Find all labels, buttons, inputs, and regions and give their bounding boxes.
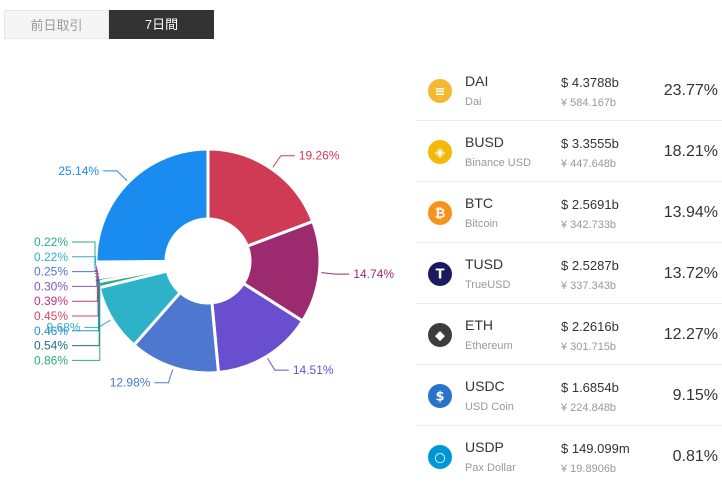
slice-label: 19.26% bbox=[299, 149, 340, 163]
slice-leader-line bbox=[72, 256, 97, 265]
coin-usd-volume: $ 3.3555b bbox=[561, 136, 619, 151]
coin-cny-volume: ¥ 224.848b bbox=[561, 402, 617, 414]
slice-leader-line bbox=[84, 319, 111, 328]
svg-text:₿: ₿ bbox=[435, 207, 446, 222]
coin-name: Binance USD bbox=[465, 157, 532, 169]
coin-name: TrueUSD bbox=[465, 279, 511, 291]
coin-row[interactable]: ◆ ETH Ethereum $ 2.2616b ¥ 301.715b 12.2… bbox=[417, 304, 722, 365]
coin-usd-volume: $ 2.2616b bbox=[561, 319, 619, 334]
coin-row[interactable]: ≡ DAI Dai $ 4.3788b ¥ 584.167b 23.77% bbox=[417, 60, 722, 121]
coin-symbol: BUSD bbox=[465, 134, 504, 150]
slice-label: 12.98% bbox=[110, 376, 151, 390]
slice-leader-line bbox=[267, 357, 289, 371]
coin-name: Pax Dollar bbox=[465, 462, 516, 474]
slice-label: 0.46% bbox=[34, 324, 68, 338]
coin-share-percent: 12.27% bbox=[663, 326, 718, 343]
dai-icon: ≡ bbox=[428, 79, 452, 103]
slice-leader-line bbox=[72, 269, 98, 302]
btc-icon: ₿ bbox=[428, 201, 452, 225]
slice-leader-line bbox=[72, 265, 97, 273]
usdc-icon: $ bbox=[428, 384, 452, 408]
coin-symbol: ETH bbox=[465, 317, 493, 333]
slice-leader-line bbox=[72, 272, 99, 317]
coin-row[interactable]: $ USDC USD Coin $ 1.6854b ¥ 224.848b 9.1… bbox=[417, 365, 722, 426]
coin-name: Ethereum bbox=[465, 340, 513, 352]
coin-name: Dai bbox=[465, 96, 482, 108]
coin-list: ≡ DAI Dai $ 4.3788b ¥ 584.167b 23.77% ◈ … bbox=[417, 60, 722, 487]
svg-text:○: ○ bbox=[434, 451, 445, 466]
donut-slice[interactable] bbox=[206, 147, 315, 249]
usdp-icon: ○ bbox=[428, 445, 452, 469]
coin-row[interactable]: ◈ BUSD Binance USD $ 3.3555b ¥ 447.648b … bbox=[417, 121, 722, 182]
eth-icon: ◆ bbox=[428, 323, 452, 347]
slice-label: 0.22% bbox=[34, 235, 68, 249]
slice-leader-line bbox=[272, 155, 295, 168]
slice-label: 0.54% bbox=[34, 339, 68, 353]
slice-leader-line bbox=[154, 369, 174, 384]
svg-text:◆: ◆ bbox=[435, 329, 445, 344]
coin-usd-volume: $ 2.5691b bbox=[561, 197, 619, 212]
svg-text:$: $ bbox=[435, 390, 444, 405]
coin-row[interactable]: T TUSD TrueUSD $ 2.5287b ¥ 337.343b 13.7… bbox=[417, 243, 722, 304]
coin-row[interactable]: ○ USDP Pax Dollar $ 149.099m ¥ 19.8906b … bbox=[417, 426, 722, 487]
coin-symbol: TUSD bbox=[465, 256, 504, 272]
slice-leader-line bbox=[72, 276, 100, 332]
coin-cny-volume: ¥ 301.715b bbox=[561, 341, 617, 353]
coin-cny-volume: ¥ 447.648b bbox=[561, 158, 617, 170]
coin-cny-volume: ¥ 337.343b bbox=[561, 280, 617, 292]
coin-row[interactable]: ₿ BTC Bitcoin $ 2.5691b ¥ 342.733b 13.94… bbox=[417, 182, 722, 243]
svg-text:◈: ◈ bbox=[435, 146, 445, 161]
donut-chart: 19.26%14.74%14.51%12.98%9.68%25.14%0.22%… bbox=[34, 147, 394, 390]
slice-label: 0.45% bbox=[34, 309, 68, 323]
coin-share-percent: 13.94% bbox=[663, 204, 718, 221]
busd-icon: ◈ bbox=[428, 140, 452, 164]
slice-label: 14.51% bbox=[293, 363, 334, 377]
coin-cny-volume: ¥ 19.8906b bbox=[561, 463, 617, 475]
coin-symbol: DAI bbox=[465, 73, 489, 89]
slice-leader-line bbox=[72, 267, 98, 287]
donut-slice[interactable] bbox=[94, 147, 210, 264]
slice-leader-line bbox=[72, 241, 96, 264]
coin-symbol: USDC bbox=[465, 378, 505, 394]
coin-name: Bitcoin bbox=[465, 218, 499, 230]
coin-share-percent: 9.15% bbox=[672, 387, 718, 404]
coin-usd-volume: $ 149.099m bbox=[561, 441, 630, 456]
slice-leader-line bbox=[103, 170, 128, 182]
tab-previous-day[interactable]: 前日取引 bbox=[4, 10, 109, 39]
coin-symbol: USDP bbox=[465, 439, 504, 455]
coin-share-percent: 13.72% bbox=[663, 265, 718, 282]
slice-label: 0.86% bbox=[34, 353, 68, 367]
svg-text:≡: ≡ bbox=[435, 85, 446, 100]
slice-label: 25.14% bbox=[58, 164, 99, 178]
coin-share-percent: 0.81% bbox=[672, 448, 718, 465]
slice-leader-line bbox=[321, 272, 350, 275]
coin-usd-volume: $ 4.3788b bbox=[561, 75, 619, 90]
tusd-icon: T bbox=[428, 262, 452, 286]
coin-usd-volume: $ 1.6854b bbox=[561, 380, 619, 395]
slice-label: 14.74% bbox=[353, 267, 394, 281]
slice-label: 0.25% bbox=[34, 265, 68, 279]
coin-share-percent: 18.21% bbox=[663, 143, 718, 160]
slice-label: 0.22% bbox=[34, 250, 68, 264]
period-tabs: 前日取引 7日間 bbox=[4, 10, 214, 39]
slice-label: 0.39% bbox=[34, 294, 68, 308]
coin-usd-volume: $ 2.5287b bbox=[561, 258, 619, 273]
slice-leader-line bbox=[72, 284, 101, 361]
svg-text:T: T bbox=[436, 268, 445, 283]
slice-label: 0.30% bbox=[34, 279, 68, 293]
coin-cny-volume: ¥ 342.733b bbox=[561, 219, 617, 231]
coin-share-percent: 23.77% bbox=[663, 82, 718, 99]
coin-name: USD Coin bbox=[465, 401, 514, 413]
coin-symbol: BTC bbox=[465, 195, 493, 211]
tab-seven-days[interactable]: 7日間 bbox=[109, 10, 214, 39]
coin-cny-volume: ¥ 584.167b bbox=[561, 97, 617, 109]
slice-leader-line bbox=[72, 279, 100, 347]
